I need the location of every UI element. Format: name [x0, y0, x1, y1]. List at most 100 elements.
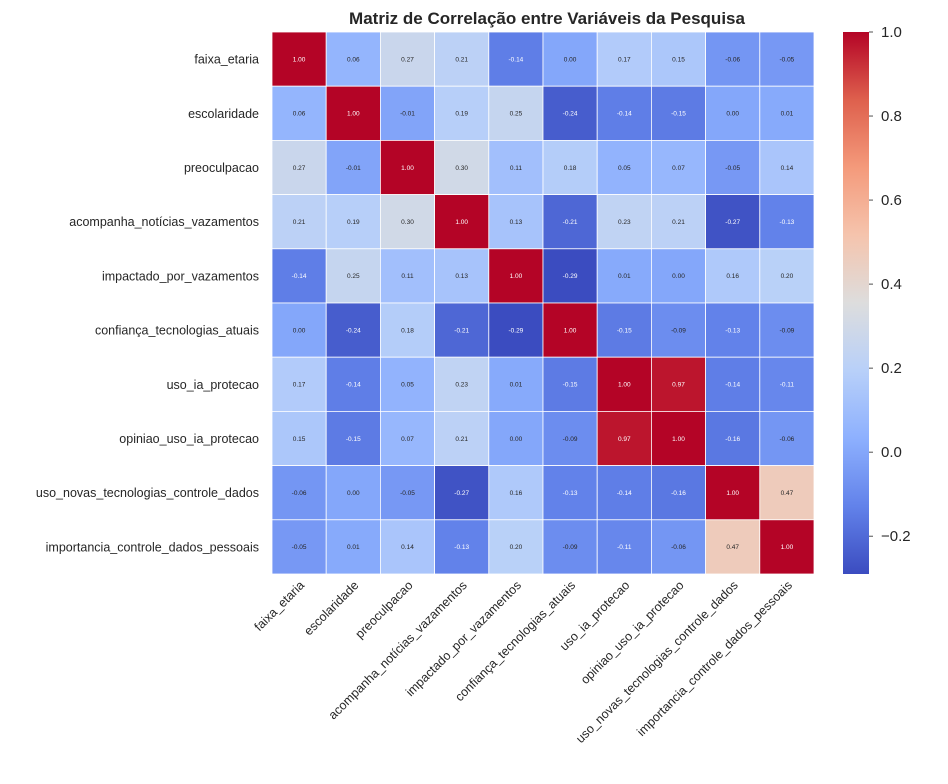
cell-value-label: 0.11 — [401, 273, 414, 280]
cell-value-label: -0.15 — [671, 111, 686, 118]
heatmap-cell — [488, 302, 544, 358]
heatmap-cell — [651, 410, 707, 466]
heatmap-cell — [596, 194, 652, 250]
cell-value-label: 0.01 — [781, 111, 794, 118]
heatmap-cell — [651, 465, 707, 521]
cell-value-label: 0.00 — [564, 56, 577, 63]
cell-value-label: 0.30 — [455, 165, 468, 172]
cell-value-label: -0.29 — [508, 327, 523, 334]
y-tick-label: faixa_etaria — [194, 53, 259, 67]
cell-value-label: 0.21 — [672, 219, 685, 226]
heatmap-cell — [271, 302, 327, 358]
heatmap-cell — [705, 248, 761, 304]
heatmap-cell — [434, 465, 490, 521]
y-tick-label: opiniao_uso_ia_protecao — [119, 432, 259, 446]
heatmap-cell — [379, 519, 435, 575]
heatmap-cell — [488, 139, 544, 195]
cell-value-label: -0.21 — [454, 327, 469, 334]
cell-value-label: 0.11 — [510, 165, 523, 172]
cell-value-label: 0.01 — [510, 382, 523, 389]
cell-value-label: -0.14 — [725, 382, 740, 389]
heatmap-cell — [434, 356, 490, 412]
cell-value-label: -0.13 — [563, 490, 578, 497]
heatmap-cell — [759, 139, 815, 195]
cell-value-label: 0.47 — [726, 544, 739, 551]
colorbar-tick-label: −0.2 — [881, 528, 911, 545]
heatmap-cell — [759, 31, 815, 87]
colorbar-tick-label: 0.0 — [881, 444, 902, 461]
cell-value-label: 0.16 — [726, 273, 739, 280]
cell-value-label: -0.09 — [779, 327, 794, 334]
cell-value-label: -0.05 — [400, 490, 415, 497]
cell-value-label: -0.16 — [725, 436, 740, 443]
cell-value-label: -0.14 — [617, 111, 632, 118]
colorbar-gradient — [843, 32, 869, 574]
cell-value-label: 0.47 — [781, 490, 794, 497]
cell-value-label: -0.15 — [563, 382, 578, 389]
cell-value-label: 0.00 — [672, 273, 685, 280]
heatmap-cell — [542, 356, 598, 412]
x-tick-label: faixa_etaria — [252, 578, 308, 634]
cell-value-label: 0.23 — [455, 382, 468, 389]
cell-value-label: 1.00 — [564, 327, 577, 334]
y-tick-label: importancia_controle_dados_pessoais — [46, 540, 259, 554]
cell-value-label: 0.15 — [293, 436, 306, 443]
cell-value-label: 0.21 — [293, 219, 306, 226]
heatmap-cell — [759, 248, 815, 304]
cell-value-label: 0.18 — [401, 327, 414, 334]
heatmap-cell — [542, 410, 598, 466]
heatmap-cell — [379, 139, 435, 195]
heatmap-cell — [379, 410, 435, 466]
heatmap-cell — [596, 139, 652, 195]
heatmap-cell — [651, 31, 707, 87]
heatmap-cell — [542, 85, 598, 141]
cell-value-label: 0.97 — [618, 436, 631, 443]
cell-value-label: 0.00 — [726, 111, 739, 118]
heatmap-cell — [705, 465, 761, 521]
y-tick-label: uso_novas_tecnologias_controle_dados — [36, 486, 259, 500]
cell-value-label: 0.00 — [510, 436, 523, 443]
heatmap-cell — [325, 465, 381, 521]
heatmap-cell — [759, 85, 815, 141]
heatmap-cell — [651, 85, 707, 141]
x-tick-label: opiniao_uso_ia_protecao — [578, 578, 687, 687]
heatmap-cell — [271, 465, 327, 521]
heatmap-cell — [325, 410, 381, 466]
cell-value-label: 1.00 — [510, 273, 523, 280]
heatmap-cell — [434, 410, 490, 466]
heatmap-cell — [542, 302, 598, 358]
cell-value-label: 0.01 — [347, 544, 360, 551]
x-tick-label: impactado_por_vazamentos — [403, 578, 524, 699]
cell-value-label: -0.13 — [779, 219, 794, 226]
cell-value-label: 0.07 — [401, 436, 414, 443]
cell-value-label: 0.20 — [510, 544, 523, 551]
cell-value-label: 0.16 — [510, 490, 523, 497]
cell-value-label: -0.06 — [725, 56, 740, 63]
heatmap-cell — [325, 519, 381, 575]
cell-value-label: -0.14 — [346, 382, 361, 389]
heatmap-cell — [434, 519, 490, 575]
cell-value-label: 0.13 — [455, 273, 468, 280]
heatmap-cell — [379, 465, 435, 521]
heatmap-cell — [379, 302, 435, 358]
cell-value-label: -0.16 — [671, 490, 686, 497]
x-axis-labels: faixa_etariaescolaridadepreoculpacaoacom… — [252, 578, 795, 746]
heatmap-cell — [542, 31, 598, 87]
heatmap-cell — [271, 194, 327, 250]
cell-value-label: -0.27 — [454, 490, 469, 497]
heatmap-cell — [759, 519, 815, 575]
cell-value-label: 0.97 — [672, 382, 685, 389]
heatmap-cell — [271, 31, 327, 87]
colorbar-tick-label: 0.6 — [881, 192, 902, 209]
heatmap-cell — [596, 519, 652, 575]
y-tick-label: impactado_por_vazamentos — [102, 269, 259, 283]
heatmap-cells: 1.00 0.06 0.27 0.21 -0.14 0.00 0.17 0.15 -0.06 -0… — [271, 31, 815, 575]
cell-value-label: 0.17 — [618, 56, 631, 63]
heatmap-cell — [325, 139, 381, 195]
heatmap-cell — [651, 248, 707, 304]
cell-value-label: 0.00 — [293, 327, 306, 334]
heatmap-cell — [705, 194, 761, 250]
cell-value-label: 0.13 — [510, 219, 523, 226]
cell-value-label: -0.06 — [671, 544, 686, 551]
